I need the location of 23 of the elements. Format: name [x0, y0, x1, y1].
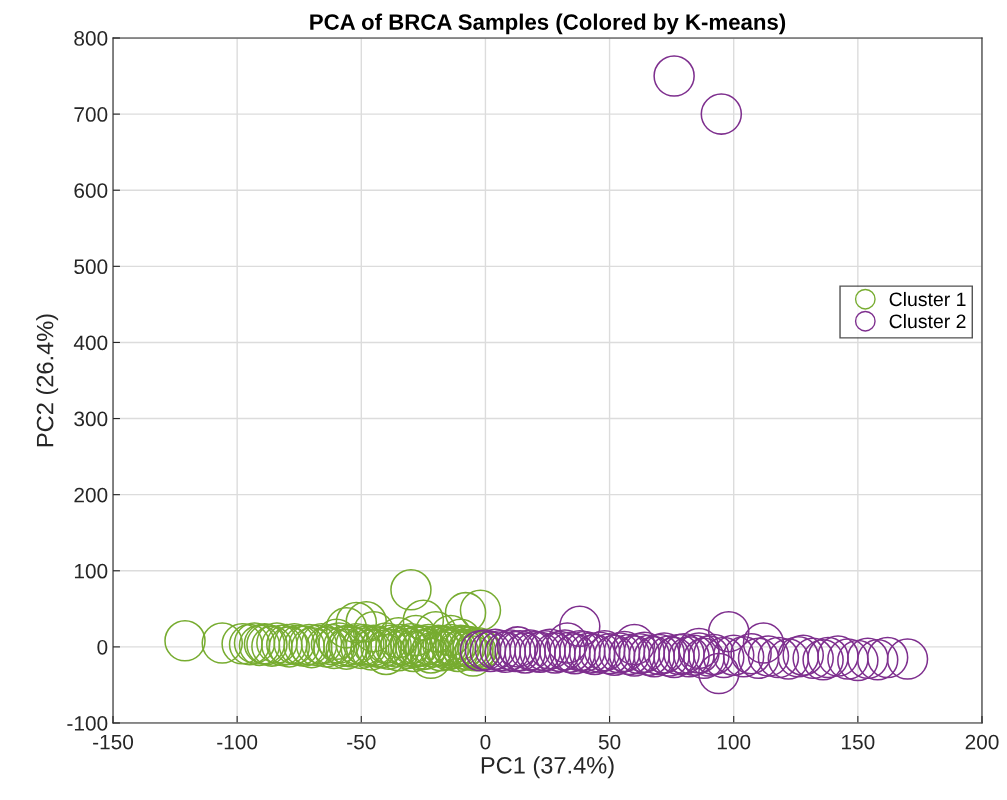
x-tick-label: -50: [347, 734, 376, 750]
y-tick-label: 0: [97, 639, 108, 655]
x-tick-label: 100: [717, 734, 751, 750]
y-tick-label: 300: [74, 411, 108, 427]
y-tick-label: 500: [74, 259, 108, 275]
chart-title: PCA of BRCA Samples (Colored by K-means): [310, 13, 786, 35]
y-tick-label: 200: [74, 487, 108, 503]
x-tick-label: 50: [598, 734, 621, 750]
x-tick-label: -150: [93, 734, 134, 750]
y-tick-label: 700: [74, 107, 108, 122]
y-axis-title: PC2 (26.4%): [36, 314, 59, 447]
y-tick-label: -100: [67, 716, 108, 731]
legend-label: Cluster 2: [889, 313, 966, 329]
x-tick-label: 200: [965, 734, 999, 750]
x-tick-label: -100: [217, 734, 258, 750]
y-tick-label: 800: [74, 31, 108, 46]
y-tick-label: 100: [74, 563, 108, 579]
x-tick-label: 150: [842, 734, 875, 750]
x-tick-label: 0: [480, 734, 491, 750]
y-tick-label: 600: [74, 183, 108, 198]
legend-label: Cluster 1: [889, 291, 966, 307]
y-tick-label: 400: [73, 335, 108, 351]
x-axis-title: PC1 (37.4%): [481, 756, 614, 779]
